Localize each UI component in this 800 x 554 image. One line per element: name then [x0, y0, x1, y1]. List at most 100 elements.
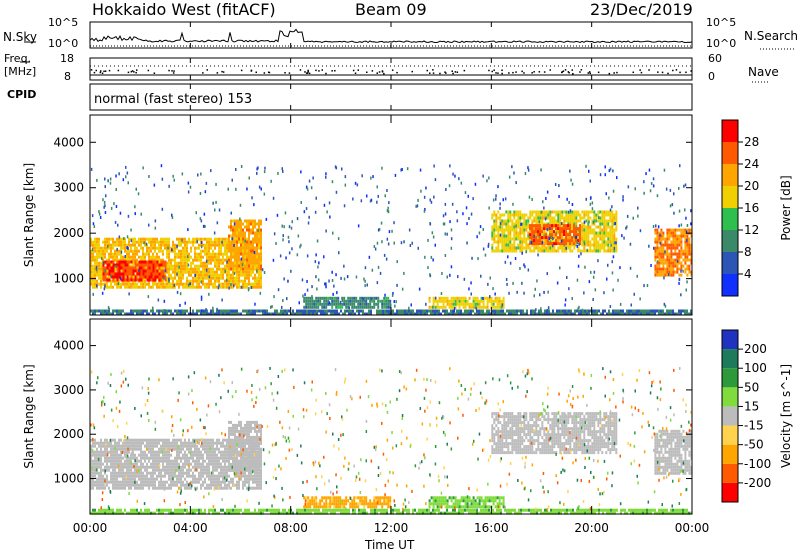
- scatter-cell: [270, 179, 272, 183]
- data-cell: [238, 240, 240, 244]
- data-cell: [587, 237, 590, 241]
- data-cell: [100, 267, 102, 271]
- data-cell: [224, 267, 226, 271]
- data-cell: [252, 264, 254, 268]
- data-cell: [579, 239, 581, 243]
- data-cell: [505, 219, 508, 223]
- data-cell: [266, 309, 268, 313]
- data-cell: [684, 246, 687, 250]
- data-cell: [511, 237, 514, 241]
- data-cell: [575, 222, 578, 226]
- data-cell: [648, 312, 650, 316]
- data-cell: [531, 227, 533, 231]
- nave-dot: [216, 72, 219, 74]
- data-cell: [102, 263, 105, 267]
- data-cell: [676, 255, 679, 259]
- data-cell: [250, 312, 252, 316]
- data-cell: [684, 240, 687, 244]
- data-cell: [128, 438, 130, 442]
- data-cell: [676, 261, 679, 265]
- data-cell: [686, 249, 689, 253]
- scatter-cell: [118, 235, 121, 239]
- data-cell: [666, 252, 669, 256]
- scatter-cell: [153, 183, 156, 187]
- data-cell: [220, 270, 222, 274]
- data-cell: [303, 299, 306, 303]
- scatter-cell: [569, 209, 572, 213]
- data-cell: [613, 228, 616, 232]
- scatter-cell: [583, 291, 585, 295]
- data-cell: [674, 240, 677, 244]
- data-cell: [686, 240, 689, 244]
- data-cell: [172, 240, 174, 244]
- data-cell: [678, 312, 680, 316]
- scatter-cell: [231, 178, 233, 182]
- data-cell: [166, 270, 168, 274]
- data-cell: [258, 261, 260, 265]
- data-cell: [523, 225, 526, 229]
- data-cell: [128, 240, 130, 244]
- data-cell: [102, 444, 104, 448]
- data-cell: [507, 234, 510, 238]
- data-cell: [573, 216, 576, 220]
- data-cell: [242, 270, 244, 274]
- data-cell: [561, 242, 563, 246]
- data-cell: [615, 225, 618, 229]
- data-cell: [180, 267, 182, 271]
- data-cell: [551, 240, 554, 244]
- scatter-cell: [567, 210, 570, 214]
- data-cell: [256, 264, 258, 268]
- data-cell: [662, 255, 665, 259]
- data-cell: [591, 237, 594, 241]
- data-cell: [575, 242, 577, 246]
- data-cell: [98, 252, 100, 256]
- data-cell: [392, 312, 394, 316]
- data-cell: [132, 462, 134, 466]
- scatter-cell: [343, 204, 346, 208]
- data-cell: [611, 225, 614, 229]
- scatter-cell: [632, 216, 634, 220]
- data-cell: [140, 486, 142, 490]
- data-cell: [210, 255, 212, 259]
- data-cell: [120, 468, 122, 472]
- nave-dot: [562, 70, 565, 72]
- data-cell: [168, 285, 170, 289]
- data-cell: [154, 450, 156, 454]
- data-cell: [122, 275, 125, 279]
- data-cell: [182, 282, 184, 286]
- data-cell: [144, 243, 146, 247]
- data-cell: [204, 273, 206, 277]
- data-cell: [537, 237, 540, 241]
- data-cell: [502, 302, 505, 306]
- data-cell: [674, 237, 677, 241]
- data-cell: [194, 255, 196, 259]
- data-cell: [595, 237, 598, 241]
- data-cell: [603, 216, 606, 220]
- data-cell: [168, 243, 170, 247]
- data-cell: [104, 237, 106, 241]
- data-cell: [152, 243, 154, 247]
- data-cell: [118, 263, 121, 267]
- data-cell: [104, 282, 106, 286]
- scatter-cell: [115, 205, 118, 208]
- data-cell: [688, 258, 691, 262]
- data-cell: [541, 225, 544, 229]
- data-cell: [541, 210, 544, 214]
- data-cell: [112, 237, 114, 241]
- data-cell: [553, 234, 556, 238]
- data-cell: [118, 459, 120, 463]
- data-cell: [118, 240, 120, 244]
- scatter-cell: [585, 197, 587, 201]
- nave-dot: [561, 71, 564, 73]
- data-cell: [136, 278, 139, 282]
- scatter-cell: [343, 277, 346, 281]
- data-cell: [246, 252, 248, 256]
- scatter-cell: [626, 214, 629, 218]
- data-cell: [497, 210, 500, 214]
- data-cell: [575, 213, 578, 217]
- data-cell: [136, 441, 138, 445]
- data-cell: [124, 471, 126, 475]
- data-cell: [126, 275, 129, 279]
- data-cell: [495, 225, 498, 229]
- data-cell: [414, 312, 416, 316]
